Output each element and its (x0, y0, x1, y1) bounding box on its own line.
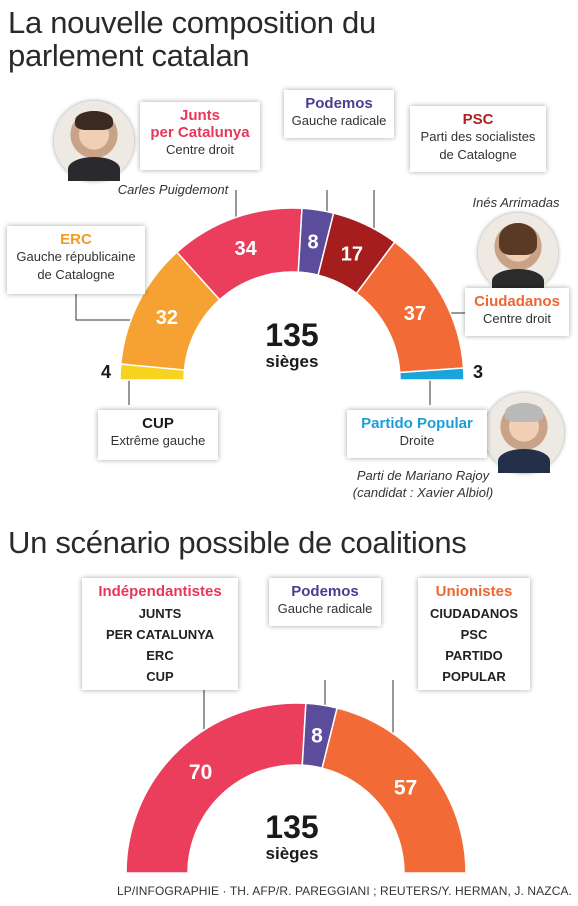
coalition-title: Un scénario possible de coalitions (8, 525, 467, 560)
indep-member: ERC (146, 648, 174, 663)
segment-partido-popular (398, 367, 465, 381)
indep-member: CUP (146, 669, 174, 684)
pp-box: Partido Popular Droite (347, 410, 487, 458)
unionistes-member: PARTIDO (445, 648, 503, 663)
ciudadanos-name: Ciudadanos (474, 293, 560, 310)
pp-caption-line1: Parti de Mariano Rajoy (356, 468, 490, 483)
value-label: 70 (189, 761, 212, 784)
indep-box: Indépendantistes JUNTS PER CATALUNYA ERC… (82, 578, 238, 690)
podemos-name: Podemos (305, 95, 373, 112)
value-label: 32 (156, 307, 178, 329)
erc-sub-2: de Catalogne (37, 267, 115, 282)
unionistes-member: CIUDADANOS (429, 606, 519, 621)
unionistes-name: Unionistes (435, 583, 513, 600)
junts-box: Junts per Catalunya Centre droit (140, 102, 260, 170)
value-label: 37 (404, 303, 426, 325)
value-label: 4 (101, 362, 111, 382)
pp-caption: Parti de Mariano Rajoy (candidat : Xavie… (328, 467, 518, 501)
junts-sub: Centre droit (166, 142, 234, 157)
segment-unionistes (321, 707, 467, 874)
podemos-sub: Gauche radicale (291, 113, 387, 128)
podemos-box: Podemos Gauche radicale (284, 90, 394, 138)
unionistes-box: Unionistes CIUDADANOS PSC PARTIDO POPULA… (418, 578, 530, 690)
psc-box: PSC Parti des socialistes de Catalogne (410, 106, 546, 172)
podemos2-name: Podemos (291, 583, 359, 600)
pp-name: Partido Popular (361, 415, 473, 432)
podemos2-box: Podemos Gauche radicale (269, 578, 381, 626)
junts-name-2: per Catalunya (150, 124, 250, 141)
unionistes-member: POPULAR (442, 669, 506, 684)
credit-line: LP/INFOGRAPHIE · TH. AFP/R. PAREGGIANI ;… (117, 884, 572, 898)
erc-sub: Gauche républicaine (16, 249, 136, 264)
value-label: 57 (394, 776, 417, 799)
pp-caption-line2: (candidat : Xavier Albiol) (352, 485, 494, 500)
ciudadanos-box: Ciudadanos Centre droit (465, 288, 569, 336)
psc-name: PSC (462, 111, 494, 128)
arrimadas-caption: Inés Arrimadas (472, 195, 560, 210)
cup-sub: Extrême gauche (110, 433, 206, 448)
segment-ind-pendantistes (125, 702, 307, 874)
unionistes-member: PSC (460, 627, 488, 642)
value-labels: 4 32 34 8 17 37 3 (101, 232, 483, 382)
arc-layer (119, 207, 465, 381)
value-label: 8 (308, 232, 319, 254)
psc-sub-2: de Catalogne (439, 147, 517, 162)
arrimadas-photo (478, 213, 558, 293)
indep-member: PER CATALUNYA (105, 627, 215, 642)
leader-lines (75, 190, 465, 405)
cup-name: CUP (142, 415, 174, 432)
puigdemont-caption: Carles Puigdemont (117, 182, 229, 197)
value-label: 8 (311, 725, 323, 748)
indep-name: Indépendantistes (98, 583, 222, 600)
rajoy-photo (484, 393, 564, 473)
junts-name: Junts (179, 107, 220, 124)
value-labels-2: 70 8 57 (189, 725, 417, 800)
pp-sub: Droite (399, 433, 435, 448)
parliament-chart: 4 32 34 8 17 37 3 135 sièges (75, 190, 483, 405)
cup-box: CUP Extrême gauche (98, 410, 218, 460)
total-seats-label: sièges (266, 352, 319, 371)
chart-title: La nouvelle composition du parlement cat… (8, 5, 376, 73)
coalition-chart: 70 8 57 135 sièges (125, 680, 467, 874)
coalition-total-seats: 135 (265, 809, 318, 845)
value-label: 34 (235, 238, 258, 260)
total-seats: 135 (265, 317, 318, 353)
value-label: 17 (341, 243, 363, 265)
arc-layer-2 (125, 702, 467, 874)
puigdemont-photo (54, 101, 134, 181)
ciudadanos-sub: Centre droit (483, 311, 551, 326)
coalition-total-label: sièges (266, 844, 319, 863)
value-label: 3 (473, 362, 483, 382)
psc-sub: Parti des socialistes (420, 129, 536, 144)
erc-box: ERC Gauche républicaine de Catalogne (7, 226, 145, 294)
podemos2-sub: Gauche radicale (277, 601, 373, 616)
indep-member: JUNTS (138, 606, 182, 621)
erc-name: ERC (60, 231, 92, 248)
